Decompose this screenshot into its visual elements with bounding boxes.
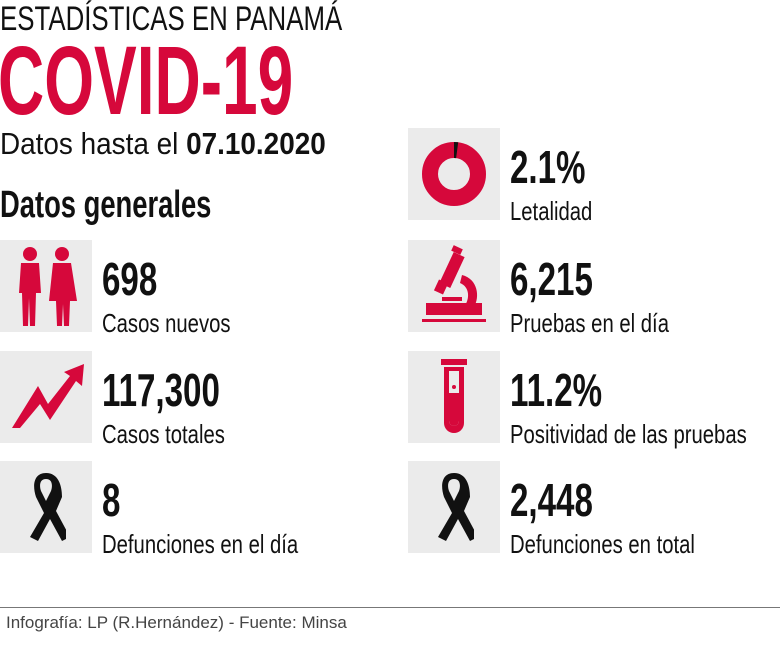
stat-card-lethality: 2.1% Letalidad bbox=[408, 128, 780, 224]
stat-label: Letalidad bbox=[510, 196, 593, 226]
stat-card-deaths-day: 8 Defunciones en el día bbox=[0, 461, 380, 557]
mourning-ribbon-icon bbox=[0, 461, 92, 553]
supertitle: ESTADÍSTICAS EN PANAMÁ bbox=[0, 0, 343, 38]
date-value: 07.10.2020 bbox=[186, 126, 326, 161]
date-line: Datos hasta el 07.10.2020 bbox=[0, 128, 362, 159]
stat-value: 2.1% bbox=[510, 141, 586, 193]
stat-label: Pruebas en el día bbox=[510, 308, 669, 338]
stat-value: 2,448 bbox=[510, 474, 593, 526]
stat-label: Defunciones en total bbox=[510, 529, 695, 559]
stat-card-tests-day: 6,215 Pruebas en el día bbox=[408, 240, 780, 336]
footer-credit: Infografía: LP (R.Hernández) - Fuente: M… bbox=[6, 613, 347, 632]
people-icon bbox=[0, 240, 92, 332]
footer-divider bbox=[0, 607, 780, 608]
mourning-ribbon-icon bbox=[408, 461, 500, 553]
stat-value: 8 bbox=[102, 474, 121, 526]
stat-value: 11.2% bbox=[510, 364, 603, 416]
test-tube-icon bbox=[408, 351, 500, 443]
stat-card-deaths-total: 2,448 Defunciones en total bbox=[408, 461, 780, 557]
stat-value: 6,215 bbox=[510, 253, 593, 305]
stat-label: Casos totales bbox=[102, 419, 225, 449]
stat-card-total-cases: 117,300 Casos totales bbox=[0, 351, 380, 447]
trend-up-arrow-icon bbox=[0, 351, 92, 443]
date-prefix: Datos hasta el bbox=[0, 126, 179, 161]
section-title: Datos generales bbox=[0, 184, 212, 226]
stat-label: Positividad de las pruebas bbox=[510, 419, 747, 449]
stat-card-positivity: 11.2% Positividad de las pruebas bbox=[408, 351, 780, 447]
stat-label: Casos nuevos bbox=[102, 308, 231, 338]
donut-ring bbox=[422, 142, 486, 206]
donut-icon bbox=[408, 128, 500, 220]
stat-value: 117,300 bbox=[102, 364, 220, 416]
microscope-icon bbox=[408, 240, 500, 332]
stat-label: Defunciones en el día bbox=[102, 529, 299, 559]
main-title: COVID-19 bbox=[0, 26, 294, 136]
stat-value: 698 bbox=[102, 253, 158, 305]
stat-card-new-cases: 698 Casos nuevos bbox=[0, 240, 380, 336]
